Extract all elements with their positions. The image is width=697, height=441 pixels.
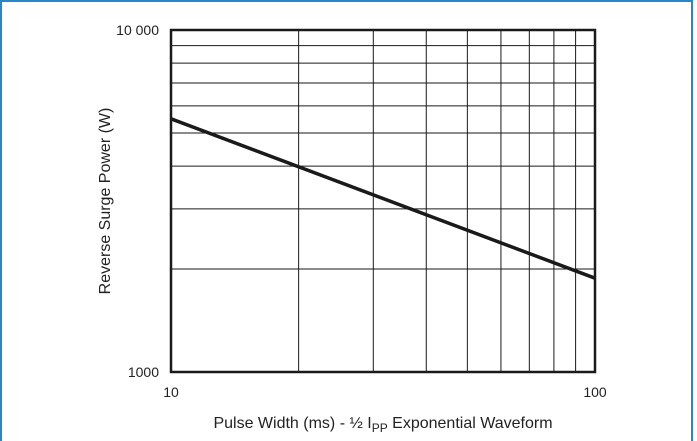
x-axis-title-suffix: Exponential Waveform [388, 415, 553, 432]
series-layer [170, 117, 596, 280]
x-axis-title-prefix: Pulse Width (ms) - ½ I [213, 415, 371, 432]
y-axis-title: Reverse Surge Power (W) [97, 108, 114, 295]
y-tick-label: 1000 [128, 364, 159, 380]
x-axis-title: Pulse Width (ms) - ½ IPP Exponential Wav… [213, 415, 552, 435]
grid-lines [171, 30, 595, 372]
plot-border [169, 28, 597, 374]
tick-labels: 10 100 10 000 1000 [116, 22, 607, 400]
y-tick-label: 10 000 [116, 22, 159, 38]
x-axis-title-subscript: PP [372, 421, 388, 435]
x-tick-label: 100 [583, 384, 607, 400]
series-line-0 [170, 117, 596, 280]
x-tick-label: 10 [163, 384, 179, 400]
